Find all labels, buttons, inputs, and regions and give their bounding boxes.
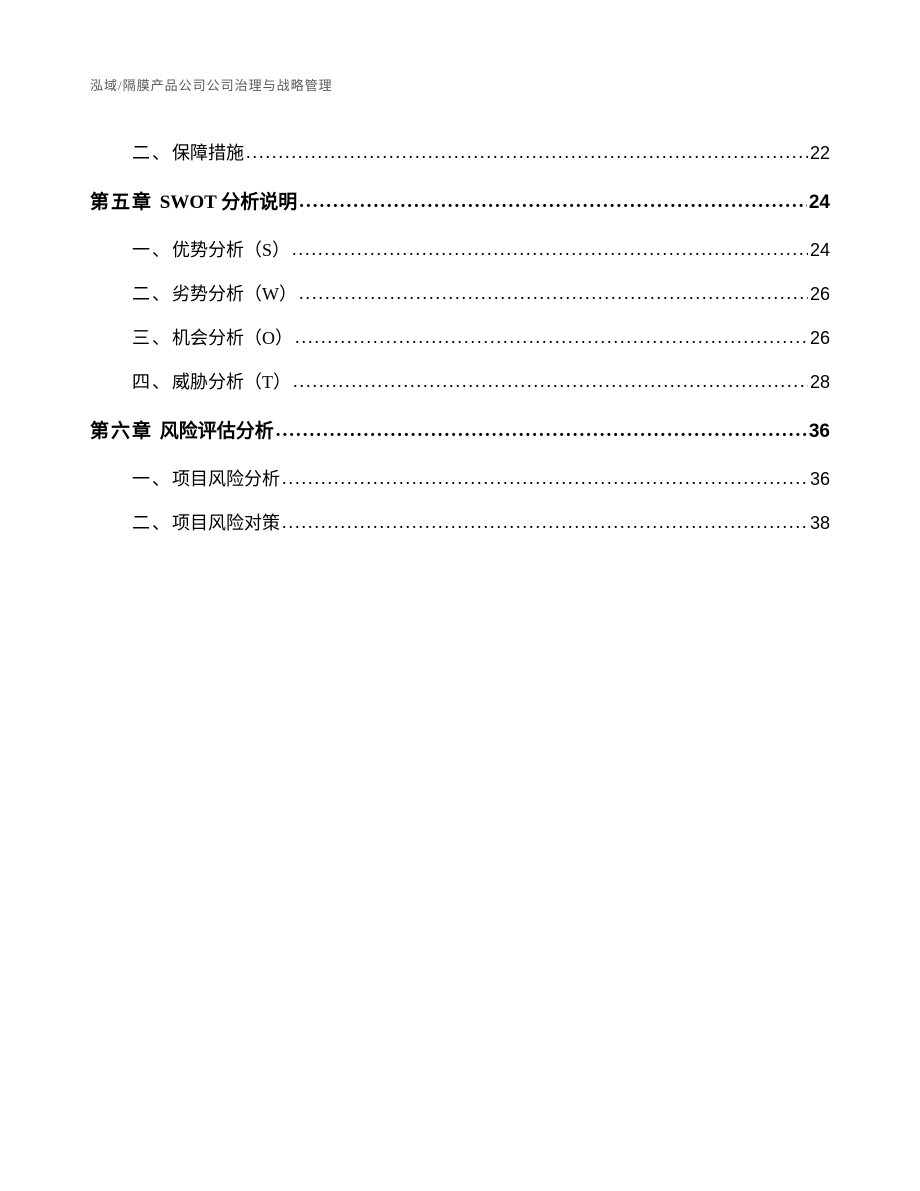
- toc-leader-dots: ........................................…: [246, 142, 808, 163]
- toc-entry-label: 二、项目风险对策: [132, 509, 280, 535]
- toc-chapter-entry: 第六章 风险评估分析..............................…: [90, 416, 830, 443]
- toc-entry-title: 风险评估分析: [160, 421, 274, 442]
- toc-entry-label: 第六章 风险评估分析: [90, 416, 274, 443]
- toc-leader-dots: ........................................…: [299, 283, 808, 304]
- toc-chapter-entry: 第五章 SWOT 分析说明...........................…: [90, 187, 830, 214]
- toc-section-entry: 二、保障措施..................................…: [90, 139, 830, 165]
- toc-entry-page: 22: [810, 143, 830, 164]
- toc-entry-page: 26: [810, 328, 830, 349]
- toc-entry-page: 36: [809, 421, 830, 443]
- toc-entry-title: 威胁分析（T）: [172, 372, 291, 392]
- toc-entry-title: 优势分析（S）: [172, 240, 290, 260]
- toc-entry-prefix: 三、: [132, 328, 172, 348]
- table-of-contents: 二、保障措施..................................…: [90, 139, 830, 535]
- toc-section-entry: 三、机会分析（O）...............................…: [90, 324, 830, 350]
- toc-entry-prefix: 一、: [132, 469, 172, 489]
- toc-leader-dots: ........................................…: [282, 468, 808, 489]
- toc-section-entry: 二、项目风险对策................................…: [90, 509, 830, 535]
- toc-entry-title: 劣势分析（W）: [172, 284, 297, 304]
- toc-entry-page: 36: [810, 469, 830, 490]
- toc-entry-label: 第五章 SWOT 分析说明: [90, 187, 297, 214]
- toc-entry-prefix: 四、: [132, 372, 172, 392]
- document-page: 泓域/隔膜产品公司公司治理与战略管理 二、保障措施...............…: [0, 0, 920, 1191]
- toc-entry-title: 项目风险分析: [172, 469, 280, 489]
- toc-entry-prefix: 二、: [132, 513, 172, 533]
- toc-entry-label: 三、机会分析（O）: [132, 324, 293, 350]
- toc-entry-title: SWOT 分析说明: [160, 192, 297, 213]
- toc-entry-page: 24: [810, 240, 830, 261]
- toc-leader-dots: ........................................…: [293, 371, 808, 392]
- page-header: 泓域/隔膜产品公司公司治理与战略管理: [90, 75, 830, 94]
- toc-entry-label: 一、项目风险分析: [132, 465, 280, 491]
- toc-section-entry: 一、优势分析（S）...............................…: [90, 236, 830, 262]
- toc-entry-prefix: 第五章: [90, 192, 160, 213]
- toc-entry-title: 机会分析（O）: [172, 328, 293, 348]
- toc-entry-label: 二、劣势分析（W）: [132, 280, 297, 306]
- toc-entry-prefix: 二、: [132, 143, 172, 163]
- toc-entry-page: 28: [810, 372, 830, 393]
- toc-entry-label: 一、优势分析（S）: [132, 236, 290, 262]
- toc-section-entry: 一、项目风险分析................................…: [90, 465, 830, 491]
- toc-entry-page: 24: [809, 192, 830, 214]
- toc-entry-page: 26: [810, 284, 830, 305]
- toc-entry-title: 保障措施: [172, 143, 244, 163]
- toc-leader-dots: ........................................…: [276, 420, 807, 442]
- toc-leader-dots: ........................................…: [292, 239, 808, 260]
- toc-entry-prefix: 二、: [132, 284, 172, 304]
- toc-leader-dots: ........................................…: [282, 512, 808, 533]
- toc-entry-label: 四、威胁分析（T）: [132, 368, 291, 394]
- toc-section-entry: 二、劣势分析（W）...............................…: [90, 280, 830, 306]
- toc-entry-title: 项目风险对策: [172, 513, 280, 533]
- toc-leader-dots: ........................................…: [295, 327, 808, 348]
- toc-entry-prefix: 第六章: [90, 421, 160, 442]
- toc-entry-page: 38: [810, 513, 830, 534]
- toc-entry-prefix: 一、: [132, 240, 172, 260]
- toc-leader-dots: ........................................…: [299, 191, 807, 213]
- toc-entry-label: 二、保障措施: [132, 139, 244, 165]
- toc-section-entry: 四、威胁分析（T）...............................…: [90, 368, 830, 394]
